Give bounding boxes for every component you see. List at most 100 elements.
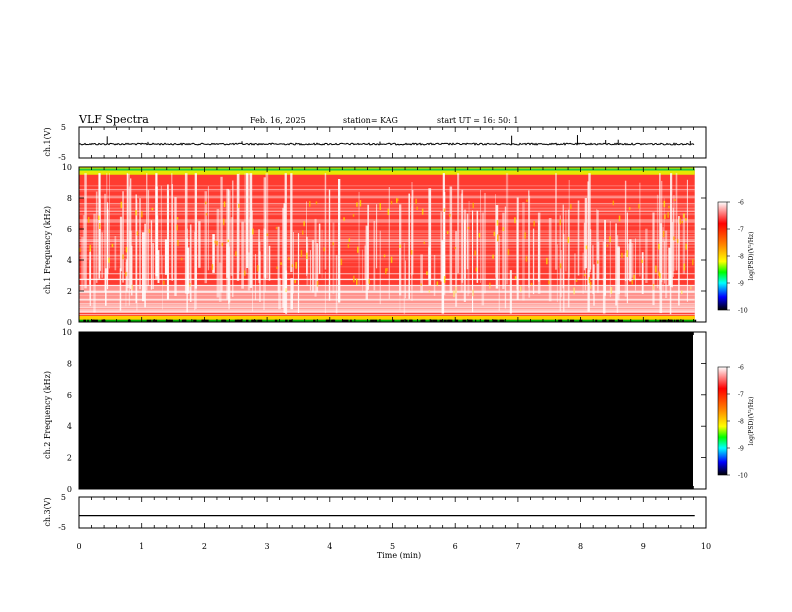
spectrogram-hstreak: [79, 196, 695, 199]
spectrogram-fleck: [533, 220, 535, 227]
spectrogram-fleck: [493, 231, 496, 236]
spectrogram-vstreak: [461, 189, 464, 283]
spectrogram-fleck: [681, 290, 683, 295]
spectrogram-vstreak: [160, 185, 162, 275]
spectrogram-vstreak: [282, 207, 285, 308]
spectrogram-vstreak: [84, 173, 87, 289]
spectrogram-vstreak: [114, 236, 117, 271]
spectrogram-vstreak: [365, 225, 368, 300]
spectrogram-vstreak: [244, 173, 247, 274]
date-label: Feb. 16, 2025: [250, 116, 306, 125]
spectrogram-vstreak: [483, 192, 486, 294]
spectrogram-vstreak: [376, 204, 378, 269]
spectrogram-vstreak: [596, 209, 598, 280]
spectrogram-vstreak: [641, 252, 644, 294]
spectrogram-vstreak: [104, 193, 106, 292]
figure-title: VLF Spectra: [78, 113, 149, 126]
spectrogram-fleck: [214, 240, 216, 244]
spectrogram-bottom-mark: [94, 319, 98, 322]
spectrogram-vstreak: [379, 230, 381, 305]
spectrogram-vstreak: [136, 199, 138, 311]
spectrogram-vstreak: [590, 229, 592, 270]
spectrogram-vstreak: [455, 231, 458, 307]
spectrogram-fleck: [131, 284, 133, 290]
y-tick-label: 2: [67, 287, 72, 296]
spectrogram-fleck: [443, 276, 446, 283]
spectrogram-fleck: [628, 207, 631, 210]
spectrogram-vstreak: [119, 268, 122, 311]
spectrogram-vstreak: [615, 223, 617, 306]
spectrogram-fleck: [89, 244, 91, 252]
ch1-spectrogram-panel: 0 2 4 6 8 10 ch.1 Frequency (kHz): [43, 163, 707, 327]
x-tick-label: 1: [139, 542, 144, 551]
spectrogram-fleck: [420, 283, 422, 286]
spectrogram-fleck: [295, 261, 297, 269]
colorbar-gradient: [717, 201, 728, 311]
spectrogram-vstreak: [239, 173, 240, 272]
spectrogram-bottom-mark: [346, 319, 349, 322]
spectrogram-fleck: [120, 201, 123, 208]
spectrogram-fleck: [357, 246, 359, 253]
spectrogram-hstreak: [79, 314, 695, 315]
spectrogram-bottom-mark: [673, 319, 676, 322]
spectrogram-hstreak: [79, 298, 695, 300]
spectrogram-hstreak: [79, 255, 695, 257]
spectrogram-bottom-mark: [677, 319, 679, 322]
spectrogram-fleck: [163, 280, 165, 285]
spectrogram-fleck: [519, 286, 522, 292]
spectrogram-fleck: [352, 214, 355, 217]
spectrogram-fleck: [291, 264, 294, 267]
ch1-ytick-bottom: -5: [58, 153, 66, 162]
spectrogram-vstreak: [335, 255, 338, 314]
spectrogram-fleck: [177, 240, 179, 246]
spectrogram-fleck: [421, 208, 424, 215]
spectrogram-fleck: [368, 279, 370, 284]
spectrogram-hstreak: [79, 284, 695, 287]
spectrogram-hstreak: [79, 299, 695, 301]
spectrogram-vstreak: [216, 209, 220, 298]
spectrogram-bottom-mark: [454, 319, 459, 322]
spectrogram-fleck: [681, 221, 683, 224]
spectrogram-bottom-mark: [342, 319, 348, 322]
spectrogram-fleck: [125, 271, 127, 277]
spectrogram-bottom-mark: [274, 319, 278, 322]
spectrogram-hstreak: [79, 234, 695, 236]
spectrogram-vstreak: [468, 201, 470, 294]
spectrogram-fleck: [111, 243, 114, 248]
x-tick-label: 7: [515, 542, 520, 551]
x-tick-label: 8: [578, 542, 583, 551]
spectrogram-vstreak: [218, 262, 222, 302]
spectrogram-bottom-mark: [462, 319, 467, 322]
spectrogram-bottom-mark: [251, 319, 253, 322]
spectrogram-fleck: [348, 238, 351, 242]
spectrogram-fleck: [416, 206, 418, 210]
spectrogram-hstreak: [79, 241, 695, 242]
spectrogram-fleck: [309, 201, 311, 207]
spectrogram-hstreak: [79, 312, 695, 313]
y-tick-label: 2: [67, 454, 72, 463]
time-axis-ticks: [78, 127, 707, 528]
spectrogram-fleck: [359, 200, 362, 207]
spectrogram-vstreak: [306, 242, 309, 286]
spectrogram-vstreak: [187, 228, 188, 293]
spectrogram-vstreak: [157, 250, 160, 283]
spectrogram-hstreak: [79, 266, 695, 268]
spectrogram-bottom-mark: [165, 319, 171, 322]
spectrogram-vstreak: [574, 253, 576, 286]
spectrogram-vstreak: [314, 218, 317, 297]
spectrogram-bottom-mark: [443, 319, 447, 322]
spectrogram-fleck: [356, 202, 358, 207]
spectrogram-fleck: [449, 214, 451, 217]
spectrogram-fleck: [585, 245, 588, 250]
spectrogram-bottom-mark: [659, 319, 662, 322]
spectrogram-fleck: [176, 217, 179, 220]
ch1-waveform-line: [78, 142, 695, 146]
spectrogram-fleck: [125, 247, 128, 253]
spectrogram-vstreak: [220, 176, 223, 292]
spectrogram-vstreak: [241, 221, 244, 289]
spectrogram-fleck: [589, 282, 592, 289]
spectrogram-vstreak: [670, 173, 673, 287]
spectrogram-hstreak: [79, 189, 695, 190]
spectrogram-bottom-mark: [602, 319, 607, 322]
spectrogram-hstreak: [79, 303, 695, 304]
